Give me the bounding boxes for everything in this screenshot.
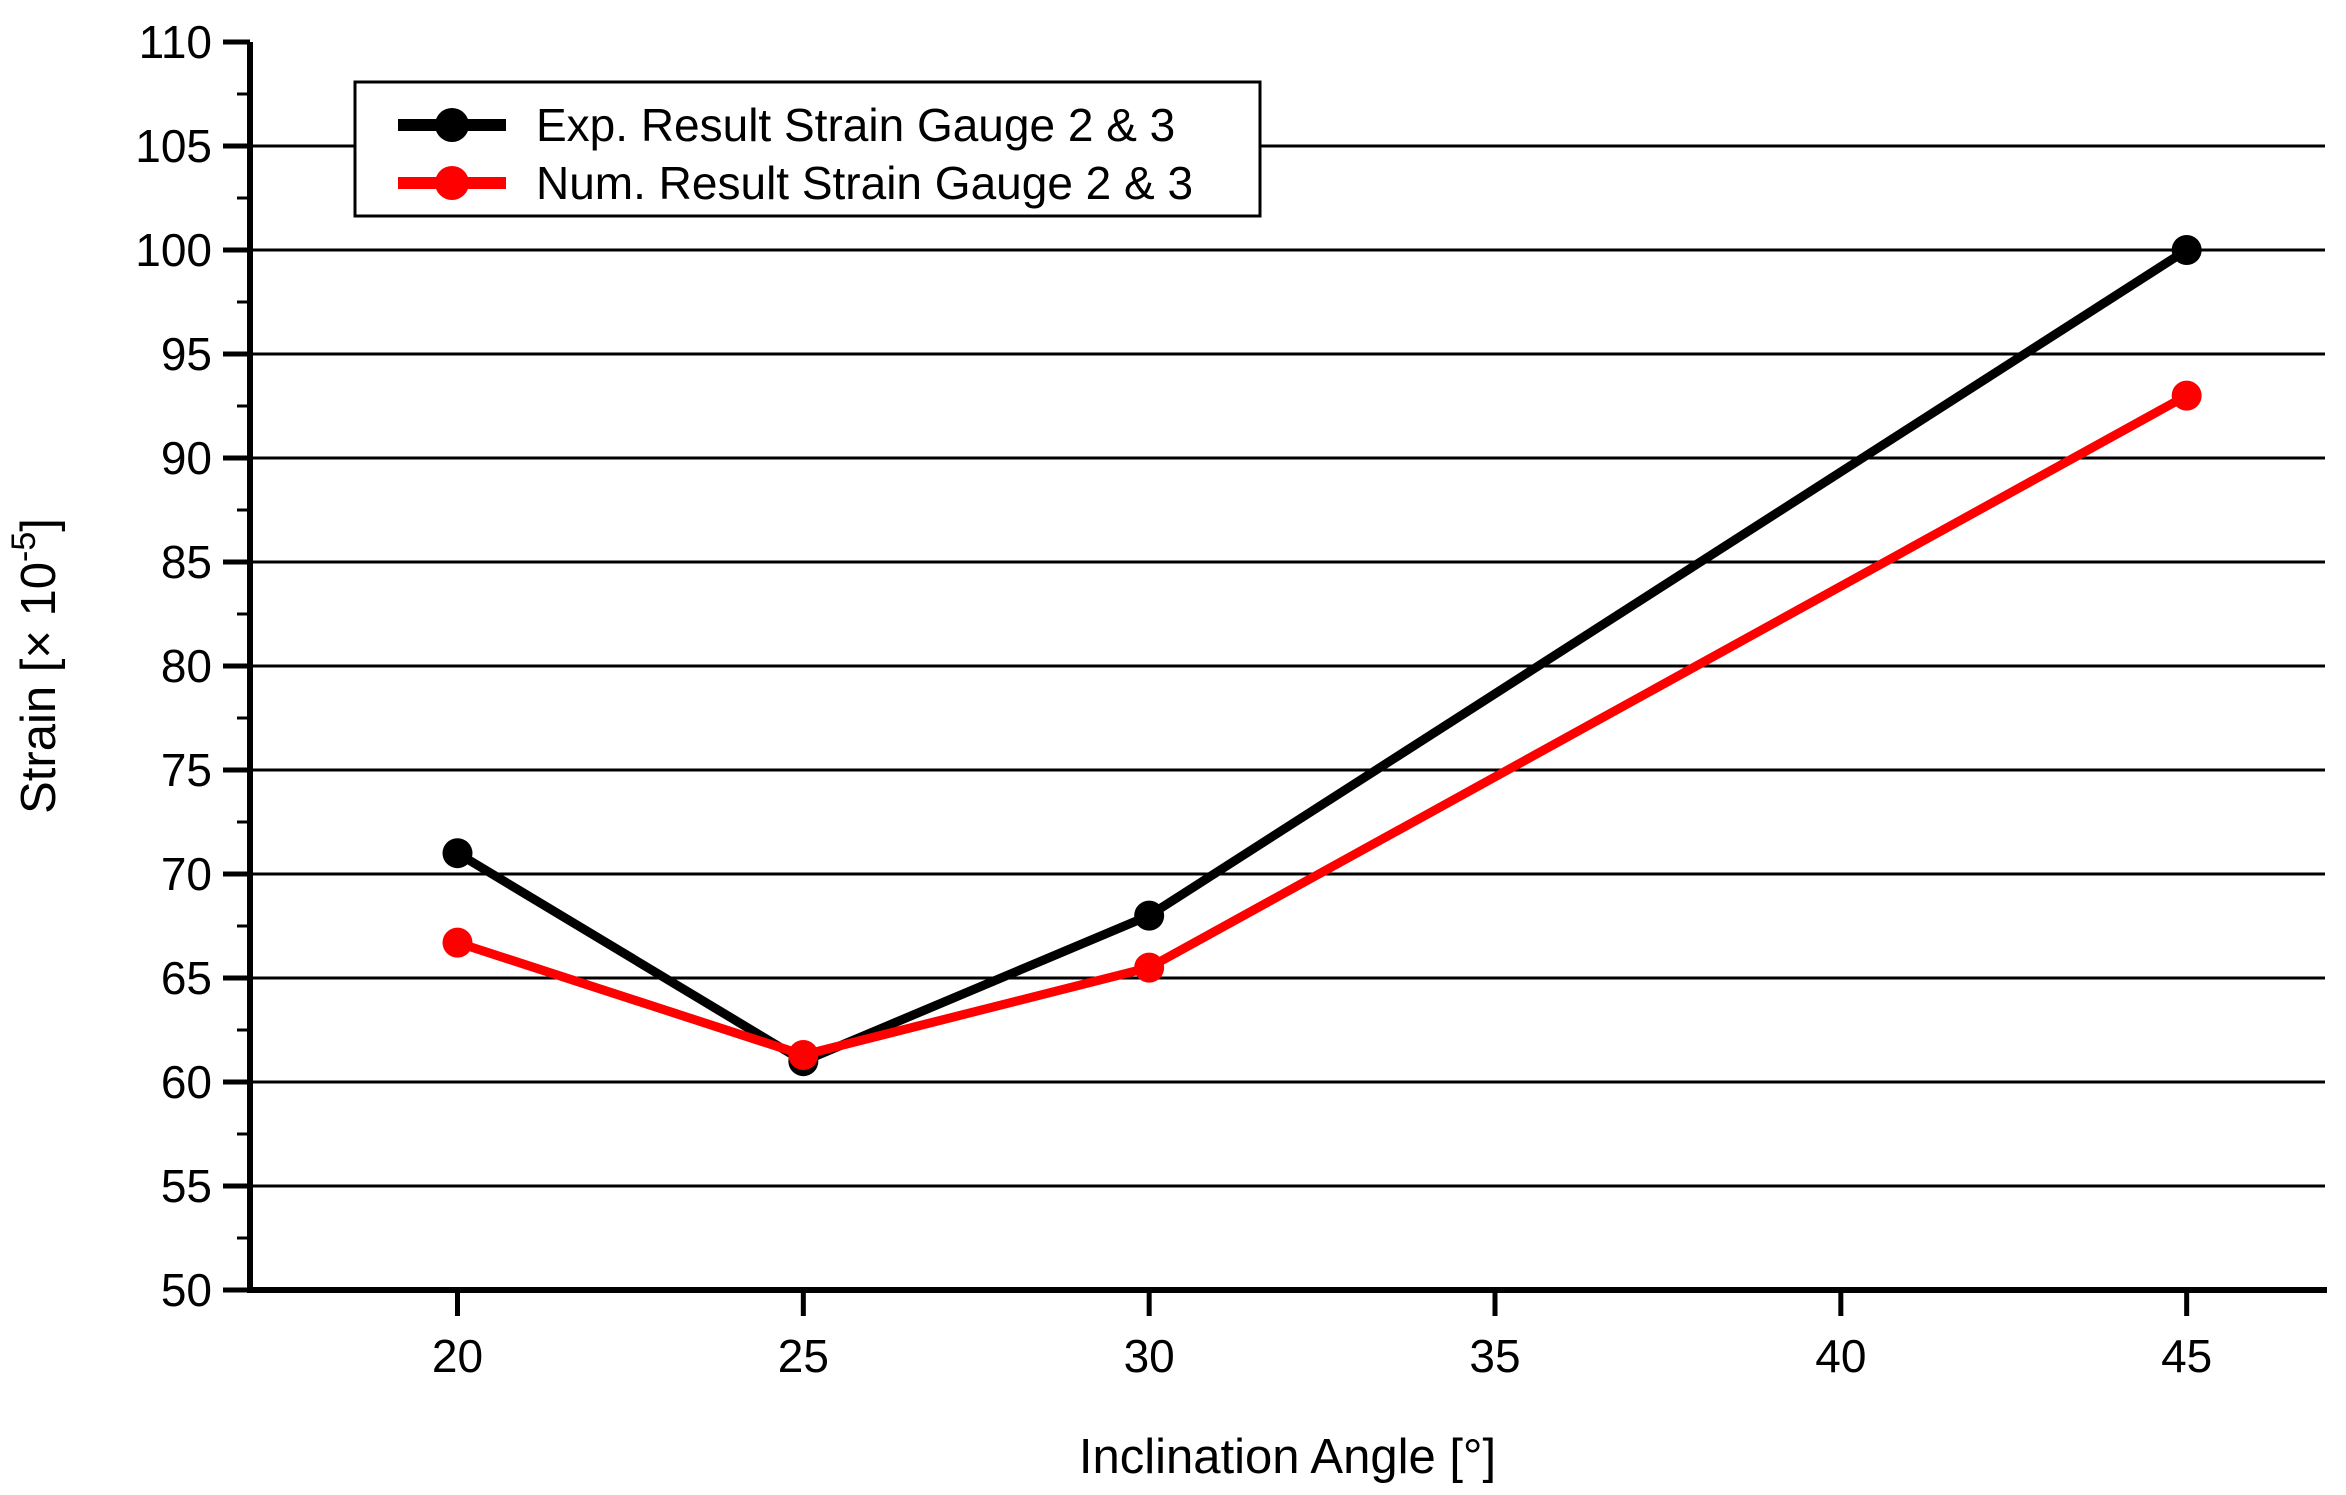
series-marker-0 <box>1134 900 1165 931</box>
legend-label-1: Num. Result Strain Gauge 2 & 3 <box>536 157 1193 209</box>
y-tick-label: 110 <box>139 16 212 68</box>
y-tick-label: 50 <box>161 1264 212 1316</box>
x-tick-label: 35 <box>1469 1330 1520 1382</box>
y-tick-label: 90 <box>161 432 212 484</box>
series-marker-1 <box>788 1039 819 1070</box>
x-tick-label: 20 <box>432 1330 483 1382</box>
y-tick-label: 85 <box>161 536 212 588</box>
y-tick-label: 100 <box>135 224 212 276</box>
legend-label-0: Exp. Result Strain Gauge 2 & 3 <box>536 99 1175 151</box>
series-line-1 <box>453 391 2192 1060</box>
x-tick-label: 25 <box>778 1330 829 1382</box>
series-marker-1 <box>2171 380 2202 411</box>
series-marker-1 <box>442 927 473 958</box>
y-tick-label: 55 <box>161 1160 212 1212</box>
series-marker-0 <box>442 838 473 869</box>
y-tick-label: 70 <box>161 848 212 900</box>
y-axis-title: Strain [× 10-5] <box>5 518 66 814</box>
legend-box <box>353 80 1262 218</box>
legend-sample-marker-0 <box>435 108 469 142</box>
series-line-0 <box>453 245 2192 1066</box>
y-tick-label: 75 <box>161 744 212 796</box>
x-tick-label: 45 <box>2161 1330 2212 1382</box>
x-axis-title: Inclination Angle [°] <box>1079 1430 1496 1484</box>
series-marker-1 <box>1134 952 1165 983</box>
y-tick-label: 65 <box>161 952 212 1004</box>
y-tick-label: 60 <box>161 1056 212 1108</box>
y-tick-label: 80 <box>161 640 212 692</box>
y-tick-label: 105 <box>135 120 212 172</box>
legend-sample-marker-1 <box>435 166 469 200</box>
x-tick-label: 40 <box>1815 1330 1866 1382</box>
y-tick-label: 95 <box>161 328 212 380</box>
x-tick-label: 30 <box>1124 1330 1175 1382</box>
series-marker-0 <box>2171 235 2202 265</box>
